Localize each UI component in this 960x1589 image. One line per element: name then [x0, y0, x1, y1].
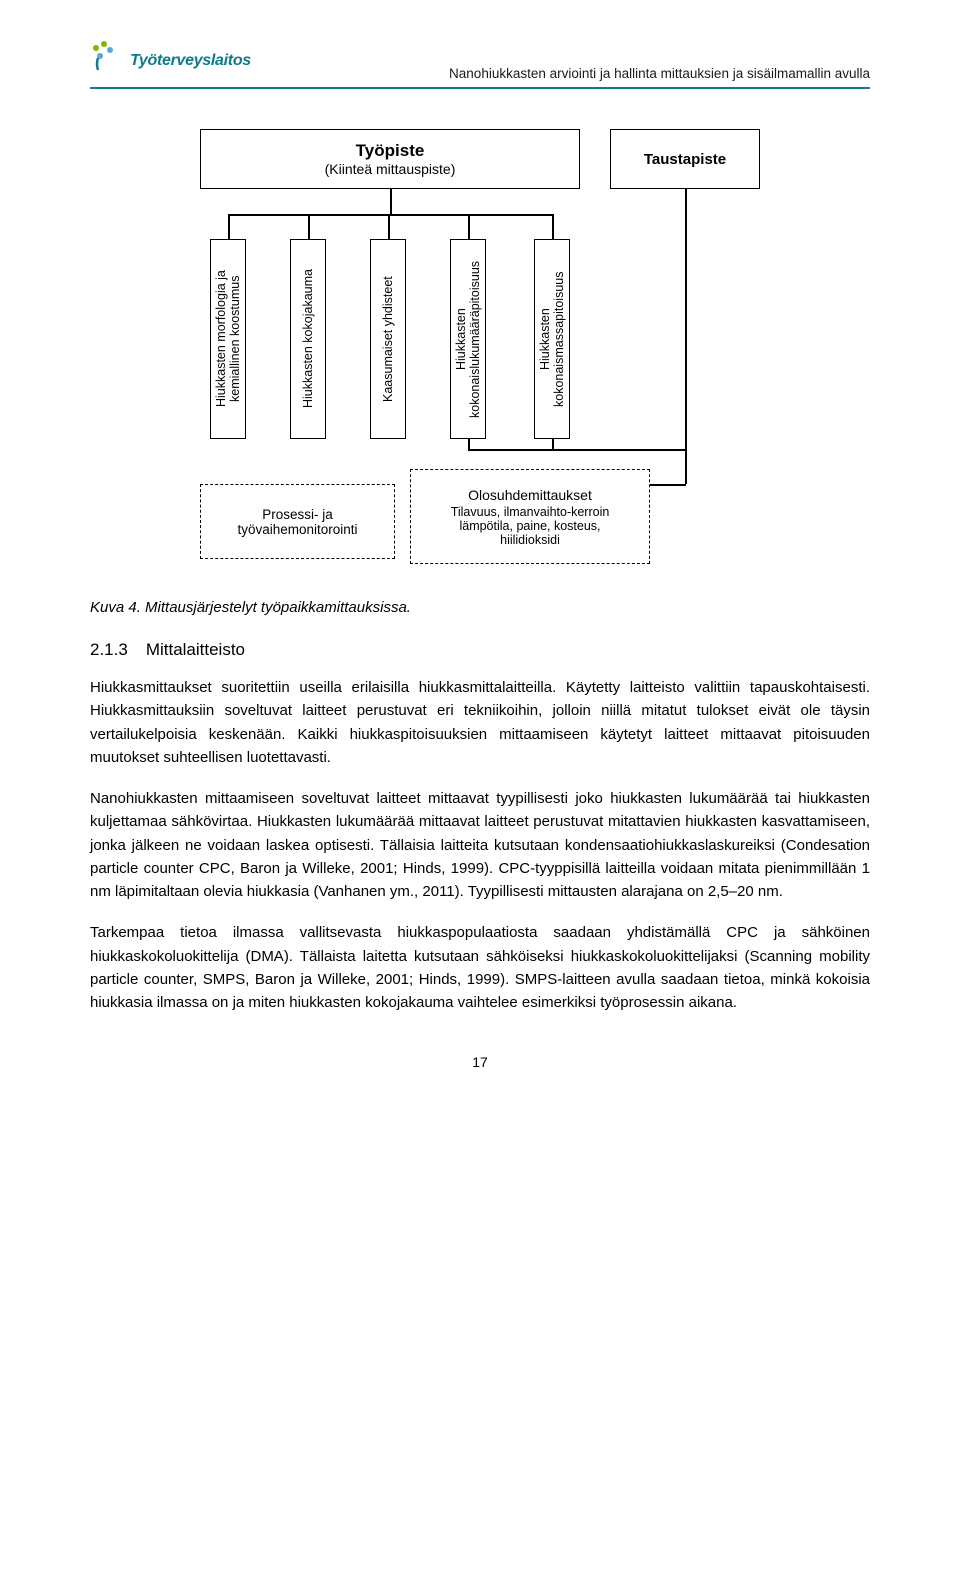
section-title: Mittalaitteisto: [146, 640, 245, 659]
section-number: 2.1.3: [90, 640, 128, 659]
diagram-box-tyopiste: Työpiste (Kiinteä mittauspiste): [200, 129, 580, 189]
page-header: Työterveyslaitos Nanohiukkasten arvioint…: [90, 40, 870, 89]
vbar-4: Hiukkasten kokonaismassapitoisuus: [534, 239, 570, 439]
olosuhde-title: Olosuhdemittaukset: [411, 487, 649, 503]
vbar-1: Hiukkasten kokojakauma: [290, 239, 326, 439]
paragraph-1: Hiukkasmittaukset suoritettiin useilla e…: [90, 676, 870, 769]
vbar-2: Kaasumaiset yhdisteet: [370, 239, 406, 439]
diagram-box-taustapiste: Taustapiste: [610, 129, 760, 189]
vbar-3: Hiukkasten kokonaislukumääräpitoisuus: [450, 239, 486, 439]
header-title: Nanohiukkasten arviointi ja hallinta mit…: [449, 66, 870, 81]
diagram-container: Työpiste (Kiinteä mittauspiste) Taustapi…: [90, 129, 870, 569]
measurement-diagram: Työpiste (Kiinteä mittauspiste) Taustapi…: [180, 129, 780, 569]
figure-caption: Kuva 4. Mittausjärjestelyt työpaikkamitt…: [90, 599, 870, 616]
paragraph-2: Nanohiukkasten mittaamiseen soveltuvat l…: [90, 787, 870, 903]
brand-logo: Työterveyslaitos: [90, 40, 251, 81]
paragraph-3: Tarkempaa tietoa ilmassa vallitsevasta h…: [90, 921, 870, 1014]
olosuhde-lines: Tilavuus, ilmanvaihto-kerroin lämpötila,…: [411, 505, 649, 547]
brand-name: Työterveyslaitos: [130, 52, 251, 70]
diagram-box-olosuhde: Olosuhdemittaukset Tilavuus, ilmanvaihto…: [410, 469, 650, 564]
logo-icon: [90, 40, 122, 81]
page-number: 17: [90, 1054, 870, 1070]
prosessi-text: Prosessi- ja työvaihemonitorointi: [201, 507, 394, 537]
diagram-box-prosessi: Prosessi- ja työvaihemonitorointi: [200, 484, 395, 559]
tyopiste-title: Työpiste: [201, 141, 579, 161]
tyopiste-sub: (Kiinteä mittauspiste): [201, 161, 579, 177]
page: Työterveyslaitos Nanohiukkasten arvioint…: [0, 0, 960, 1130]
section-heading: 2.1.3 Mittalaitteisto: [90, 640, 870, 660]
taustapiste-label: Taustapiste: [611, 151, 759, 168]
vbar-0: Hiukkasten morfologia ja kemiallinen koo…: [210, 239, 246, 439]
